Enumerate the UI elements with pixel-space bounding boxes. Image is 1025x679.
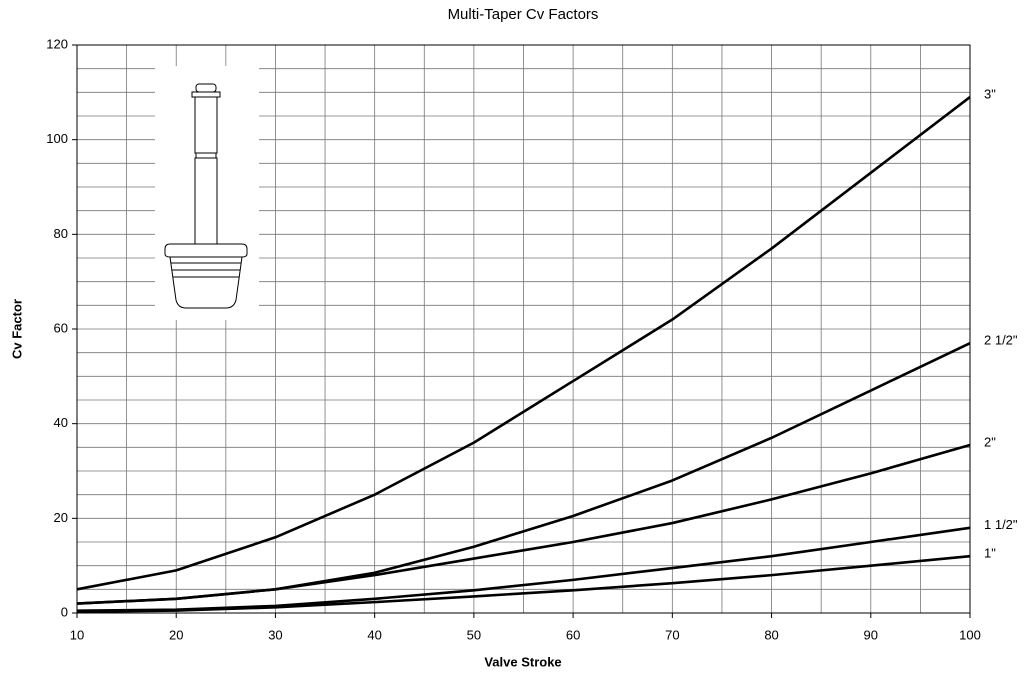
series-label: 3" [984,87,996,102]
x-tick-label: 100 [959,627,981,642]
y-tick-label: 40 [54,415,68,430]
series-label: 1" [984,546,996,561]
x-axis-label: Valve Stroke [484,654,561,669]
plot: 3" 2 1/2" 2" 1 1/2" 1" [76,87,1018,613]
y-tick-label: 60 [54,320,68,335]
series-label: 2 1/2" [984,333,1018,348]
grid: 10 20 30 40 50 60 70 80 90 100 0 20 40 60 80 100 120 [46,36,981,642]
x-tick-label: 70 [665,627,679,642]
x-tick-label: 10 [70,627,84,642]
y-tick-label: 20 [54,510,68,525]
y-tick-label: 0 [61,604,68,619]
series-line [76,443,971,605]
series-line [76,554,971,613]
x-tick-label: 50 [467,627,481,642]
y-tick-label: 120 [46,36,68,51]
y-tick-label: 80 [54,226,68,241]
plot-frame [76,44,971,614]
series-label: 2" [984,434,996,449]
x-tick-label: 90 [864,627,878,642]
x-tick-label: 20 [169,627,183,642]
chart-title: Multi-Taper Cv Factors [448,6,599,23]
x-tick-label: 80 [764,627,778,642]
x-tick-label: 30 [268,627,282,642]
valve-plug-illustration [155,66,259,320]
y-axis-label: Cv Factor [9,299,24,359]
x-tick-label: 60 [566,627,580,642]
series-label: 1 1/2" [984,517,1018,532]
y-tick-label: 100 [46,131,68,146]
series-line [76,96,971,591]
x-tick-label: 40 [367,627,381,642]
